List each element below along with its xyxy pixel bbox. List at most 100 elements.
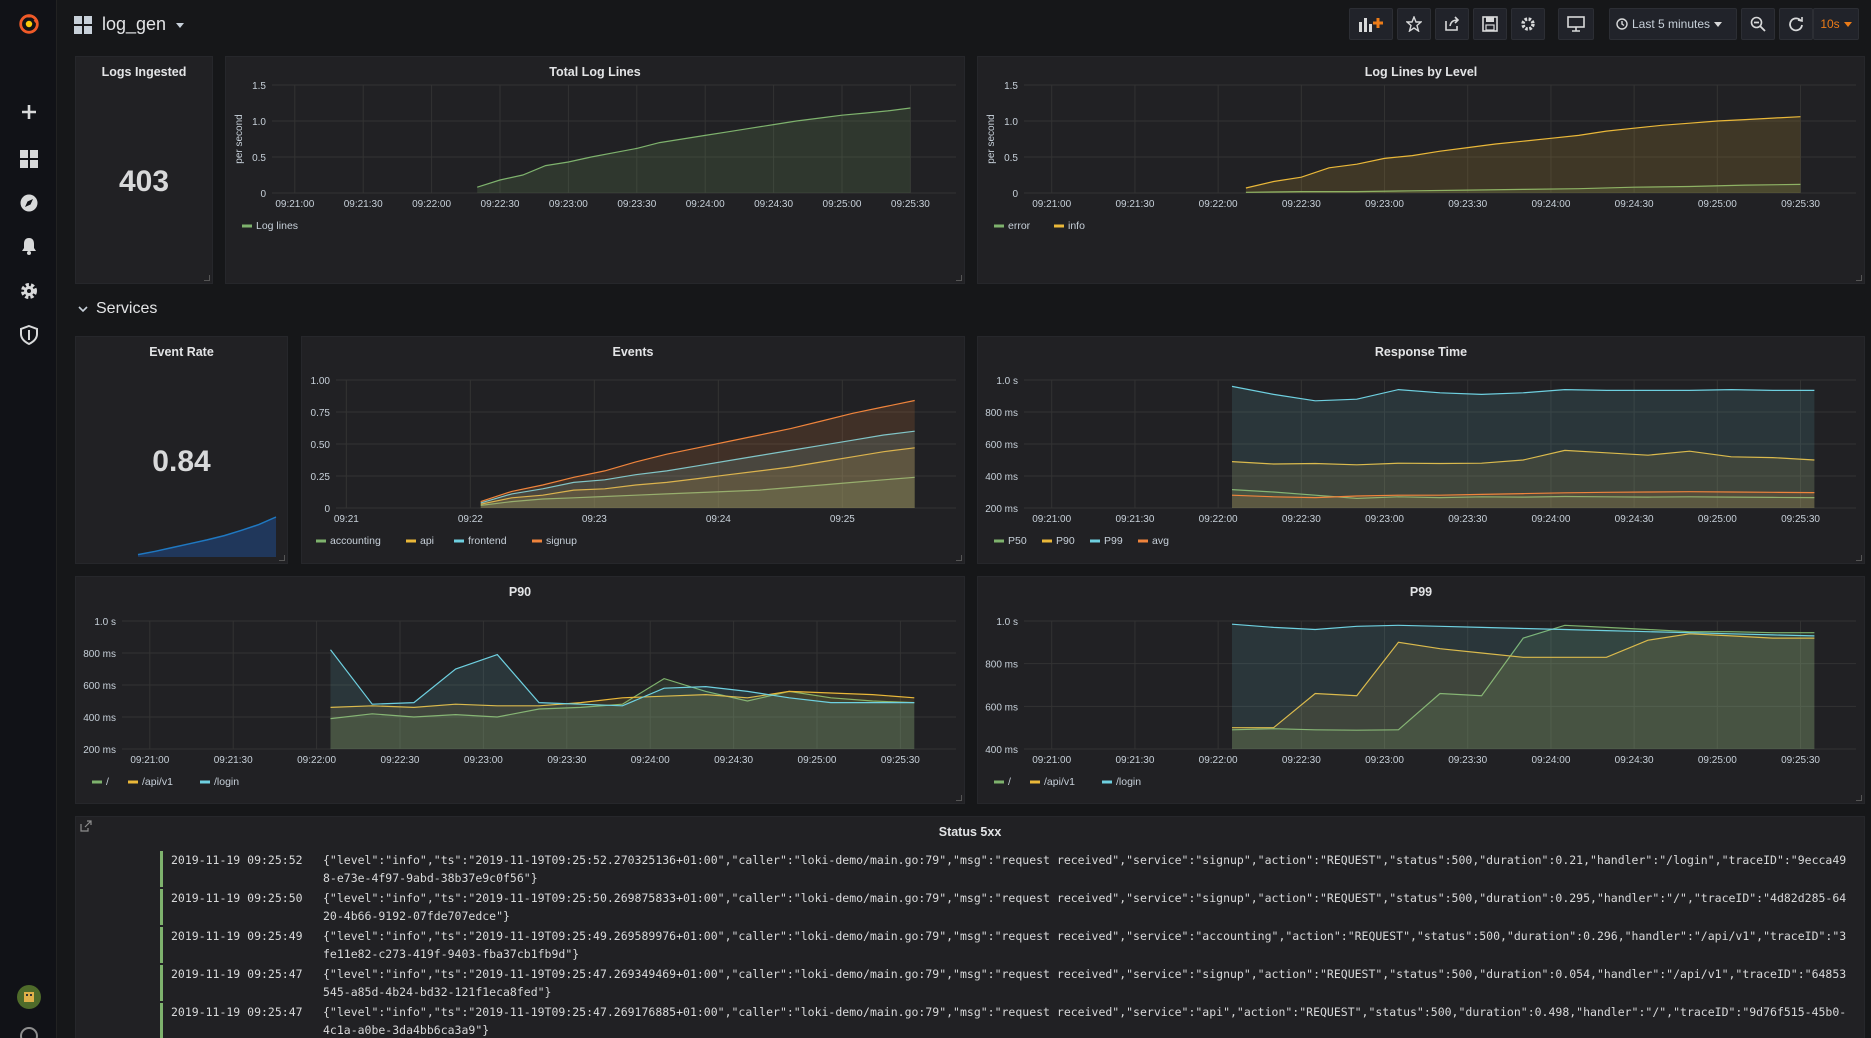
star-button[interactable]: [1397, 8, 1431, 40]
dashboards-icon[interactable]: [17, 147, 41, 171]
p90-chart[interactable]: 200 ms 400 ms 600 ms 800 ms 1.0 s 09:21:00 09:…: [76, 577, 966, 805]
refresh-button[interactable]: [1779, 8, 1813, 40]
series-line-avg: [1231, 491, 1815, 499]
dashboard-title-picker[interactable]: log_gen: [74, 14, 185, 35]
resize-handle[interactable]: [204, 275, 210, 281]
y-tick-label: 0.5: [252, 153, 266, 164]
gear-icon[interactable]: [17, 279, 41, 303]
x-tick-label: 09:25:30: [881, 755, 920, 766]
log-row[interactable]: 2019-11-19 09:25:47 {"level":"info","ts":…: [160, 965, 1852, 1001]
legend-item: info: [1068, 220, 1085, 232]
legend-item: frontend: [468, 535, 507, 547]
log-row[interactable]: 2019-11-19 09:25:49 {"level":"info","ts":…: [160, 927, 1852, 963]
y-tick-label: 0.5: [1004, 153, 1018, 164]
caret-down-icon: [1843, 22, 1852, 27]
y-tick-label: 0.25: [311, 472, 331, 483]
series-line-root: [1231, 624, 1815, 731]
settings-button[interactable]: [1511, 8, 1545, 40]
external-link-icon[interactable]: [80, 820, 92, 832]
user-avatar-icon[interactable]: [17, 985, 41, 1009]
series-area-error: [1245, 184, 1801, 193]
panel-title: Logs Ingested: [101, 65, 187, 79]
x-tick-label: 09:21:00: [1032, 199, 1071, 210]
resize-handle[interactable]: [1856, 275, 1862, 281]
y-tick-label: 600 ms: [985, 702, 1018, 713]
add-panel-button[interactable]: [1349, 8, 1393, 40]
resize-handle[interactable]: [956, 555, 962, 561]
legend-item: Log lines: [256, 220, 298, 232]
x-tick-label: 09:21:00: [1032, 514, 1071, 525]
row-title: Services: [96, 300, 158, 317]
log-row[interactable]: 2019-11-19 09:25:52 {"level":"info","ts":…: [160, 851, 1852, 887]
series-line-signup: [480, 399, 915, 503]
caret-down-icon: [176, 22, 185, 28]
x-tick-label: 09:24:00: [686, 199, 725, 210]
caret-down-icon: [1714, 22, 1723, 27]
legend-item: /api/v1: [142, 776, 173, 788]
log-lines-by-level-chart[interactable]: 0 0.5 1.0 1.5 09:21:00 09:21:30 09:22:00 09:22:…: [978, 57, 1866, 285]
grafana-logo-icon[interactable]: [17, 12, 41, 36]
time-range-picker[interactable]: Last 5 minutes: [1609, 8, 1737, 40]
log-row[interactable]: 2019-11-19 09:25:47 {"level":"info","ts":…: [160, 1003, 1852, 1038]
y-tick-label: 0: [260, 189, 266, 200]
resize-handle[interactable]: [956, 795, 962, 801]
refresh-interval-picker[interactable]: 10s: [1813, 8, 1859, 40]
x-tick-label: 09:24:00: [1531, 199, 1570, 210]
alert-bell-icon[interactable]: [17, 234, 41, 258]
resize-handle[interactable]: [1856, 555, 1862, 561]
resize-handle[interactable]: [956, 275, 962, 281]
zoom-out-icon: [1750, 16, 1766, 32]
series-line-P90: [1231, 449, 1815, 466]
p99-chart[interactable]: 400 ms 600 ms 800 ms 1.0 s 09:21:00 09:21:30 0…: [978, 577, 1866, 805]
x-tick-label: 09:22: [458, 514, 483, 525]
x-tick-label: 09:25:00: [798, 755, 837, 766]
x-tick-label: 09:22:30: [1282, 514, 1321, 525]
y-tick-label: 0: [1012, 189, 1018, 200]
x-tick-label: 09:23:00: [1365, 755, 1404, 766]
x-tick-label: 09:25:30: [1781, 514, 1820, 525]
x-tick-label: 09:23:30: [617, 199, 656, 210]
event-rate-sparkline: [137, 516, 277, 557]
logs-ingested-panel: Logs Ingested 403: [75, 56, 213, 284]
log-row[interactable]: 2019-11-19 09:25:50 {"level":"info","ts":…: [160, 889, 1852, 925]
p99-panel: P99 400 ms 600 ms 800 ms 1.0 s 09:21:00 09:21…: [977, 576, 1865, 804]
events-chart[interactable]: 0 0.25 0.50 0.75 1.00 09:21 09:22 09:23 09:24 09:…: [302, 337, 966, 565]
share-icon: [1445, 16, 1460, 31]
y-tick-label: 400 ms: [985, 472, 1018, 483]
series-line-root: [330, 677, 915, 720]
total-log-lines-chart[interactable]: 0 0.5 1.0 1.5 09:21:00 09:21:30 09:22:00 09:22:…: [226, 57, 966, 285]
x-tick-label: 09:23:00: [1365, 199, 1404, 210]
panel-title: Events: [612, 345, 654, 359]
log-timestamp: 2019-11-19 09:25:52: [171, 853, 303, 867]
resize-handle[interactable]: [279, 555, 285, 561]
x-tick-label: 09:24: [706, 514, 731, 525]
y-tick-label: 200 ms: [985, 504, 1018, 515]
resize-handle[interactable]: [1856, 795, 1862, 801]
time-range-label: Last 5 minutes: [1632, 17, 1711, 31]
panel-title: Total Log Lines: [549, 65, 641, 79]
response-time-chart[interactable]: 200 ms 400 ms 600 ms 800 ms 1.0 s 09:21:00 09:…: [978, 337, 1866, 565]
row-header-services[interactable]: Services: [78, 300, 157, 318]
save-button[interactable]: [1473, 8, 1507, 40]
zoom-out-button[interactable]: [1741, 8, 1775, 40]
plus-icon[interactable]: [17, 100, 41, 124]
y-tick-label: 1.5: [252, 81, 266, 92]
y-tick-label: 1.0: [252, 117, 266, 128]
help-icon[interactable]: [17, 1024, 41, 1038]
log-timestamp: 2019-11-19 09:25:49: [171, 929, 303, 943]
series-line-accounting: [480, 476, 915, 506]
shield-icon[interactable]: [17, 323, 41, 347]
dashboards-icon: [74, 15, 92, 34]
y-axis-label: per second: [986, 114, 997, 163]
explore-icon[interactable]: [17, 191, 41, 215]
panel-title: Status 5xx: [938, 825, 1002, 839]
legend-item: P99: [1104, 535, 1123, 547]
share-button[interactable]: [1435, 8, 1469, 40]
tv-mode-button[interactable]: [1558, 8, 1594, 40]
x-tick-label: 09:22:00: [1199, 514, 1238, 525]
x-tick-label: 09:23:00: [1365, 514, 1404, 525]
series-area-signup: [480, 400, 915, 508]
log-lines-by-level-panel: Log Lines by Level 0 0.5 1.0 1.5 09:21:00 09:…: [977, 56, 1865, 284]
series-line-login: [1231, 623, 1815, 637]
log-message: {"level":"info","ts":"2019-11-19T09:25:4…: [323, 967, 1847, 999]
